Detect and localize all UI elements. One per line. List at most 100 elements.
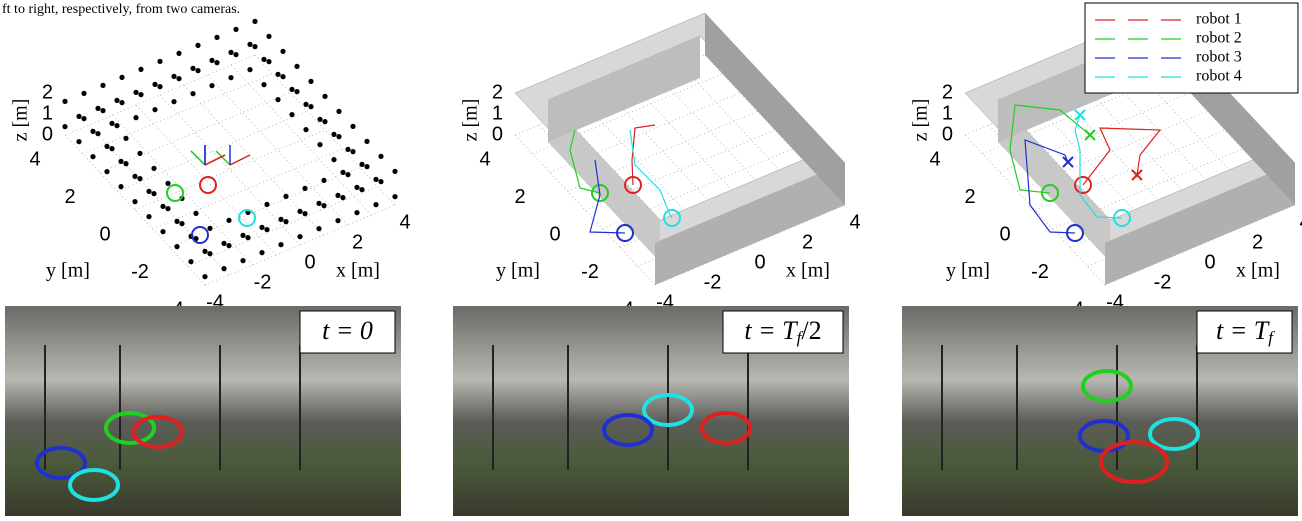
marker-dot bbox=[303, 127, 309, 133]
y-tick-label: -2 bbox=[581, 261, 599, 283]
marker-dot bbox=[261, 56, 267, 63]
time-label-rest: /2 bbox=[801, 316, 821, 345]
marker-dot bbox=[109, 146, 115, 152]
marker-dot bbox=[146, 188, 152, 194]
x-tick-label: 4 bbox=[399, 211, 410, 233]
marker-dot bbox=[119, 100, 125, 106]
marker-dot bbox=[176, 50, 182, 57]
robot-marker bbox=[663, 209, 681, 227]
marker-dot bbox=[138, 66, 144, 72]
x-axis-label: x [m] bbox=[786, 260, 830, 282]
y-axis-label: y [m] bbox=[496, 260, 540, 282]
marker-dot bbox=[316, 226, 322, 232]
floor-grid bbox=[187, 185, 378, 267]
marker-dot bbox=[114, 97, 120, 103]
marker-dot bbox=[151, 165, 157, 171]
z-tick-label: 2 bbox=[42, 81, 53, 103]
marker-dot bbox=[275, 97, 281, 103]
marker-dot bbox=[207, 225, 213, 231]
floor-grid bbox=[134, 129, 326, 211]
marker-dot bbox=[303, 101, 309, 107]
marker-dot bbox=[240, 232, 246, 238]
wall-side bbox=[705, 13, 845, 205]
marker-dot bbox=[340, 195, 346, 201]
marker-dot bbox=[195, 42, 201, 49]
x-tick-label: 2 bbox=[352, 231, 363, 253]
trajectory bbox=[1082, 127, 1162, 186]
marker-dot bbox=[321, 203, 327, 209]
marker-dot bbox=[245, 235, 251, 241]
z-tick-label: 2 bbox=[492, 81, 503, 103]
marker-dot bbox=[190, 91, 196, 97]
marker-dot bbox=[350, 149, 356, 155]
marker-dot bbox=[354, 210, 360, 216]
marker-dot bbox=[373, 202, 379, 208]
robot-highlight bbox=[602, 413, 654, 447]
marker-dot bbox=[297, 234, 303, 240]
robot-highlight bbox=[642, 393, 694, 427]
robot-marker bbox=[591, 184, 609, 202]
marker-dot bbox=[174, 218, 180, 224]
marker-dot bbox=[364, 164, 370, 170]
time-label: t = Tf bbox=[1216, 316, 1275, 347]
y-tick-label: 0 bbox=[549, 223, 560, 245]
time-label-main: t = T bbox=[744, 316, 798, 345]
floor-grid bbox=[169, 167, 361, 248]
robot-highlight bbox=[1081, 369, 1133, 403]
marker-dot bbox=[283, 193, 289, 199]
y-tick-label: 4 bbox=[29, 148, 40, 170]
marker-dot bbox=[259, 250, 265, 256]
time-label-box bbox=[299, 310, 396, 354]
marker-dot bbox=[297, 208, 303, 214]
marker-dot bbox=[214, 34, 220, 41]
marker-dot bbox=[157, 84, 163, 90]
marker-dot bbox=[76, 113, 82, 119]
marker-dot bbox=[221, 240, 227, 246]
marker-dot bbox=[209, 57, 215, 64]
x-tick-label: -2 bbox=[254, 271, 272, 293]
goal-cross bbox=[1062, 156, 1074, 168]
marker-dot bbox=[317, 116, 323, 122]
marker-dot bbox=[151, 191, 157, 197]
z-tick-label: 2 bbox=[942, 81, 953, 103]
marker-dot bbox=[278, 242, 284, 248]
marker-dot bbox=[294, 63, 300, 69]
marker-dot bbox=[247, 67, 253, 73]
marker-dot bbox=[316, 200, 322, 206]
marker-dot bbox=[240, 258, 246, 264]
marker-dot bbox=[392, 168, 398, 174]
marker-dot bbox=[226, 217, 232, 223]
x-tick-label: -2 bbox=[704, 271, 722, 293]
y-tick-label: 0 bbox=[99, 223, 110, 245]
y-tick-label: 4 bbox=[479, 148, 490, 170]
marker-dot bbox=[228, 75, 234, 81]
marker-dot bbox=[252, 18, 258, 24]
robot-highlight bbox=[1148, 417, 1200, 451]
robot-marker bbox=[166, 184, 184, 202]
x-tick-label: 2 bbox=[802, 231, 813, 253]
marker-dot bbox=[233, 52, 239, 58]
marker-dot bbox=[275, 71, 281, 77]
marker-dot bbox=[176, 76, 182, 82]
marker-dot bbox=[138, 92, 144, 98]
marker-dot bbox=[171, 99, 177, 105]
y-tick-label: -2 bbox=[1031, 261, 1049, 283]
marker-dot bbox=[165, 206, 171, 212]
marker-dot bbox=[280, 48, 286, 55]
frame-axis bbox=[215, 150, 231, 166]
marker-dot bbox=[392, 194, 398, 200]
marker-dot bbox=[317, 142, 323, 148]
floor-grid bbox=[99, 92, 291, 173]
marker-dot bbox=[340, 169, 346, 175]
robot-highlight bbox=[104, 411, 156, 445]
legend-label: robot 2 bbox=[1196, 30, 1242, 47]
robot-highlight bbox=[132, 415, 184, 449]
marker-dot bbox=[100, 82, 106, 88]
floor-grid bbox=[135, 104, 277, 256]
legend-label: robot 3 bbox=[1196, 49, 1242, 66]
z-tick-label: 1 bbox=[42, 102, 53, 124]
robot-highlight bbox=[35, 446, 87, 480]
z-tick-label: 0 bbox=[942, 123, 953, 145]
time-label-main: t = T bbox=[1216, 316, 1270, 345]
y-axis-label: y [m] bbox=[46, 260, 90, 282]
